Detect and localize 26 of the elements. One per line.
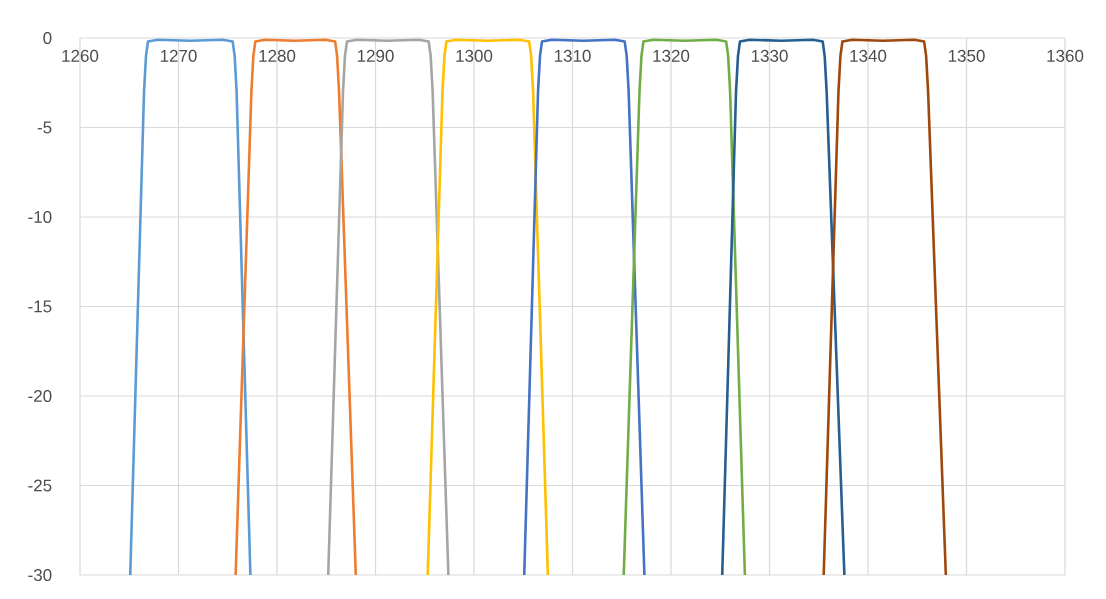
x-tick-label: 1310 — [554, 49, 591, 62]
y-tick-label: -25 — [28, 479, 52, 492]
y-tick-label: -30 — [28, 568, 52, 582]
line-series — [720, 38, 846, 575]
x-tick-label: 1350 — [948, 49, 985, 62]
y-tick-label: 0 — [43, 31, 52, 45]
line-series — [234, 38, 358, 575]
x-tick-label: 1320 — [653, 49, 690, 62]
y-tick-label: -10 — [28, 210, 52, 224]
line-series — [522, 38, 646, 575]
x-tick-label: 1330 — [751, 49, 788, 62]
line-series — [128, 38, 252, 575]
x-tick-label: 1260 — [62, 49, 99, 62]
x-tick-label: 1280 — [259, 49, 296, 62]
y-tick-label: -5 — [37, 121, 52, 134]
x-tick-label: 1300 — [456, 49, 493, 62]
line-series — [822, 38, 948, 575]
line-series — [326, 38, 450, 575]
line-series — [426, 38, 550, 575]
x-tick-label: 1360 — [1047, 49, 1084, 62]
line-series — [622, 38, 747, 575]
x-tick-label: 1290 — [357, 49, 394, 62]
x-tick-label: 1340 — [850, 49, 887, 62]
y-tick-label: -15 — [28, 300, 52, 313]
y-tick-label: -20 — [28, 389, 52, 403]
x-tick-label: 1270 — [160, 49, 197, 62]
